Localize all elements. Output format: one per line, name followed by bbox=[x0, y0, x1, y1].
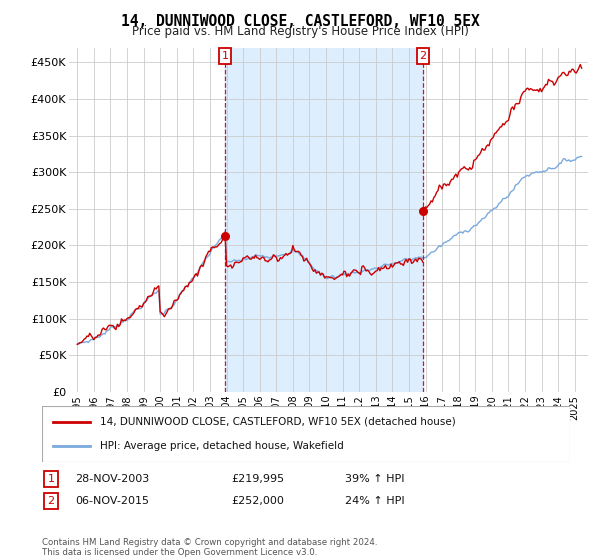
Text: 2: 2 bbox=[47, 496, 55, 506]
Text: £219,995: £219,995 bbox=[231, 474, 284, 484]
Text: 06-NOV-2015: 06-NOV-2015 bbox=[75, 496, 149, 506]
Text: Price paid vs. HM Land Registry's House Price Index (HPI): Price paid vs. HM Land Registry's House … bbox=[131, 25, 469, 38]
Text: 24% ↑ HPI: 24% ↑ HPI bbox=[345, 496, 404, 506]
Bar bbox=[225, 48, 423, 392]
Text: Contains HM Land Registry data © Crown copyright and database right 2024.
This d: Contains HM Land Registry data © Crown c… bbox=[42, 538, 377, 557]
Text: 14, DUNNIWOOD CLOSE, CASTLEFORD, WF10 5EX (detached house): 14, DUNNIWOOD CLOSE, CASTLEFORD, WF10 5E… bbox=[100, 417, 456, 427]
Text: HPI: Average price, detached house, Wakefield: HPI: Average price, detached house, Wake… bbox=[100, 441, 344, 451]
Text: 2: 2 bbox=[419, 52, 427, 61]
FancyBboxPatch shape bbox=[42, 406, 570, 462]
Text: 39% ↑ HPI: 39% ↑ HPI bbox=[345, 474, 404, 484]
Text: 28-NOV-2003: 28-NOV-2003 bbox=[75, 474, 149, 484]
Text: £252,000: £252,000 bbox=[231, 496, 284, 506]
Text: 1: 1 bbox=[221, 52, 229, 61]
Text: 14, DUNNIWOOD CLOSE, CASTLEFORD, WF10 5EX: 14, DUNNIWOOD CLOSE, CASTLEFORD, WF10 5E… bbox=[121, 14, 479, 29]
Text: 1: 1 bbox=[47, 474, 55, 484]
